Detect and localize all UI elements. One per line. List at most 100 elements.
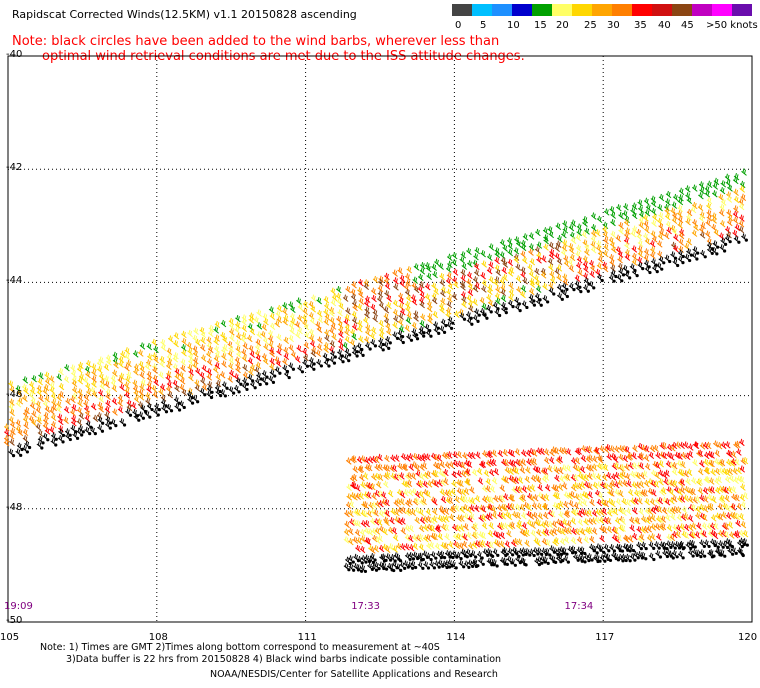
wind-barb: [407, 498, 413, 506]
contamination-dot: [442, 555, 447, 560]
wind-barb: [686, 468, 693, 476]
wind-barb: [520, 494, 527, 502]
wind-barb: [76, 418, 83, 426]
wind-barb: [413, 263, 420, 271]
wind-barb: [139, 371, 145, 379]
wind-barb: [718, 232, 725, 240]
wind-barb: [388, 543, 394, 551]
contamination-dot: [89, 425, 93, 429]
wind-barb: [98, 405, 104, 413]
wind-barb: [241, 354, 248, 363]
wind-barb: [661, 441, 667, 450]
wind-barb: [372, 315, 378, 323]
wind-barb: [480, 250, 486, 258]
wind-barb: [124, 381, 130, 389]
wind-swath-2: [343, 438, 749, 574]
wind-barb: [680, 460, 686, 469]
wind-barb: [153, 355, 159, 364]
wind-barb: [724, 226, 731, 234]
wind-barb: [506, 237, 513, 245]
wind-barb: [460, 461, 466, 470]
wind-barb: [304, 331, 310, 339]
scale-label: 0: [455, 20, 462, 31]
wind-barb: [528, 243, 535, 251]
wind-barb: [473, 530, 479, 539]
wind-barb: [391, 527, 398, 535]
wind-barb: [77, 361, 84, 370]
wind-barb: [594, 516, 600, 524]
wind-barb: [63, 375, 70, 383]
wind-barb: [130, 401, 137, 410]
contamination-dot: [474, 555, 478, 559]
wind-barb: [471, 541, 478, 549]
wind-barb: [621, 508, 627, 516]
wind-barb: [240, 335, 246, 344]
contamination-dot: [388, 341, 392, 345]
wind-barb: [548, 263, 554, 272]
wind-barb: [485, 478, 492, 486]
wind-barb: [159, 355, 166, 364]
contamination-dot: [724, 242, 728, 246]
wind-barb: [249, 327, 256, 336]
contamination-dot: [81, 430, 85, 434]
wind-barb: [637, 256, 643, 264]
contamination-dot: [574, 550, 578, 555]
wind-barb: [698, 181, 705, 189]
wind-barb: [3, 428, 10, 437]
contamination-dot: [681, 556, 685, 560]
wind-barb: [329, 340, 336, 348]
wind-barb: [206, 373, 213, 381]
wind-barb: [535, 519, 542, 527]
wind-barb: [726, 209, 732, 217]
wind-barb: [649, 498, 656, 506]
wind-barb: [347, 527, 354, 536]
contamination-dot: [253, 386, 257, 390]
wind-barb: [44, 427, 51, 435]
wind-barb: [467, 542, 474, 550]
wind-barb: [179, 377, 186, 385]
wind-barb: [714, 449, 721, 457]
wind-barb: [21, 383, 28, 391]
wind-barb: [310, 349, 317, 358]
wind-barb: [91, 390, 98, 398]
wind-barb: [412, 276, 419, 284]
wind-barb: [402, 463, 409, 471]
wind-barb: [686, 196, 693, 205]
wind-barb: [556, 273, 562, 282]
wind-barb: [3, 435, 10, 443]
wind-barb: [711, 190, 718, 198]
wind-barb: [488, 243, 495, 251]
wind-barb: [514, 448, 521, 456]
wind-barb: [573, 482, 579, 490]
wind-barb: [248, 368, 254, 376]
contamination-dot: [559, 552, 564, 556]
wind-barb: [418, 281, 425, 289]
wind-barb: [351, 518, 358, 527]
wind-barb: [711, 216, 717, 224]
wind-barb: [37, 378, 43, 386]
contamination-dot: [620, 549, 625, 553]
wind-barb: [392, 308, 399, 317]
wind-barb: [194, 384, 201, 392]
contamination-dot: [546, 300, 550, 304]
wind-barb: [119, 372, 125, 380]
wind-barb: [356, 537, 363, 545]
scale-swatch: [632, 4, 652, 16]
wind-barb: [425, 515, 432, 523]
wind-barb: [418, 508, 425, 517]
wind-barb: [433, 287, 439, 295]
wind-barb: [575, 262, 582, 270]
wind-barb: [220, 319, 227, 328]
wind-barb: [206, 368, 213, 376]
wind-barb: [500, 257, 507, 265]
contamination-dot: [648, 270, 652, 275]
wind-barb: [595, 473, 602, 481]
wind-barb: [359, 545, 366, 554]
wind-barb: [731, 493, 737, 501]
wind-barb: [358, 492, 364, 500]
contamination-dot: [602, 550, 606, 554]
wind-barb: [515, 511, 522, 520]
wind-barb: [133, 389, 140, 397]
wind-barb: [377, 490, 384, 498]
contamination-dot: [496, 553, 500, 557]
